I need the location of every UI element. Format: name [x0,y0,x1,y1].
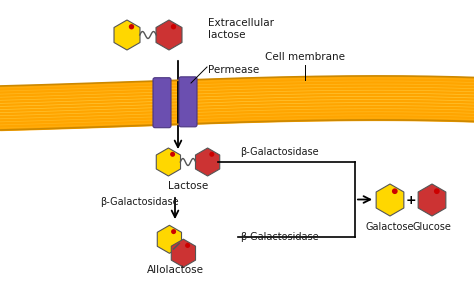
FancyBboxPatch shape [153,78,171,128]
Polygon shape [156,20,182,50]
Text: β-Galactosidase: β-Galactosidase [100,197,179,207]
Polygon shape [157,225,182,253]
Circle shape [185,243,190,248]
FancyBboxPatch shape [179,77,197,127]
Text: Galactose: Galactose [366,222,414,232]
Text: Allolactose: Allolactose [146,265,203,275]
Text: β-Galactosidase: β-Galactosidase [240,232,319,242]
Circle shape [434,188,440,194]
Circle shape [392,188,398,194]
Circle shape [129,24,134,30]
Text: Cell membrane: Cell membrane [265,52,345,62]
Polygon shape [195,148,220,176]
Text: Lactose: Lactose [168,181,208,191]
Polygon shape [418,184,446,216]
Text: +: + [406,193,416,207]
Text: β-Galactosidase: β-Galactosidase [240,147,319,157]
Polygon shape [114,20,140,50]
Circle shape [171,24,176,30]
Circle shape [210,152,214,157]
Text: Glucose: Glucose [412,222,451,232]
Circle shape [170,152,175,157]
Text: Extracellular
lactose: Extracellular lactose [208,18,274,40]
Polygon shape [171,239,195,267]
Polygon shape [376,184,404,216]
Polygon shape [156,148,181,176]
Text: Permease: Permease [208,65,259,75]
Circle shape [171,229,176,234]
